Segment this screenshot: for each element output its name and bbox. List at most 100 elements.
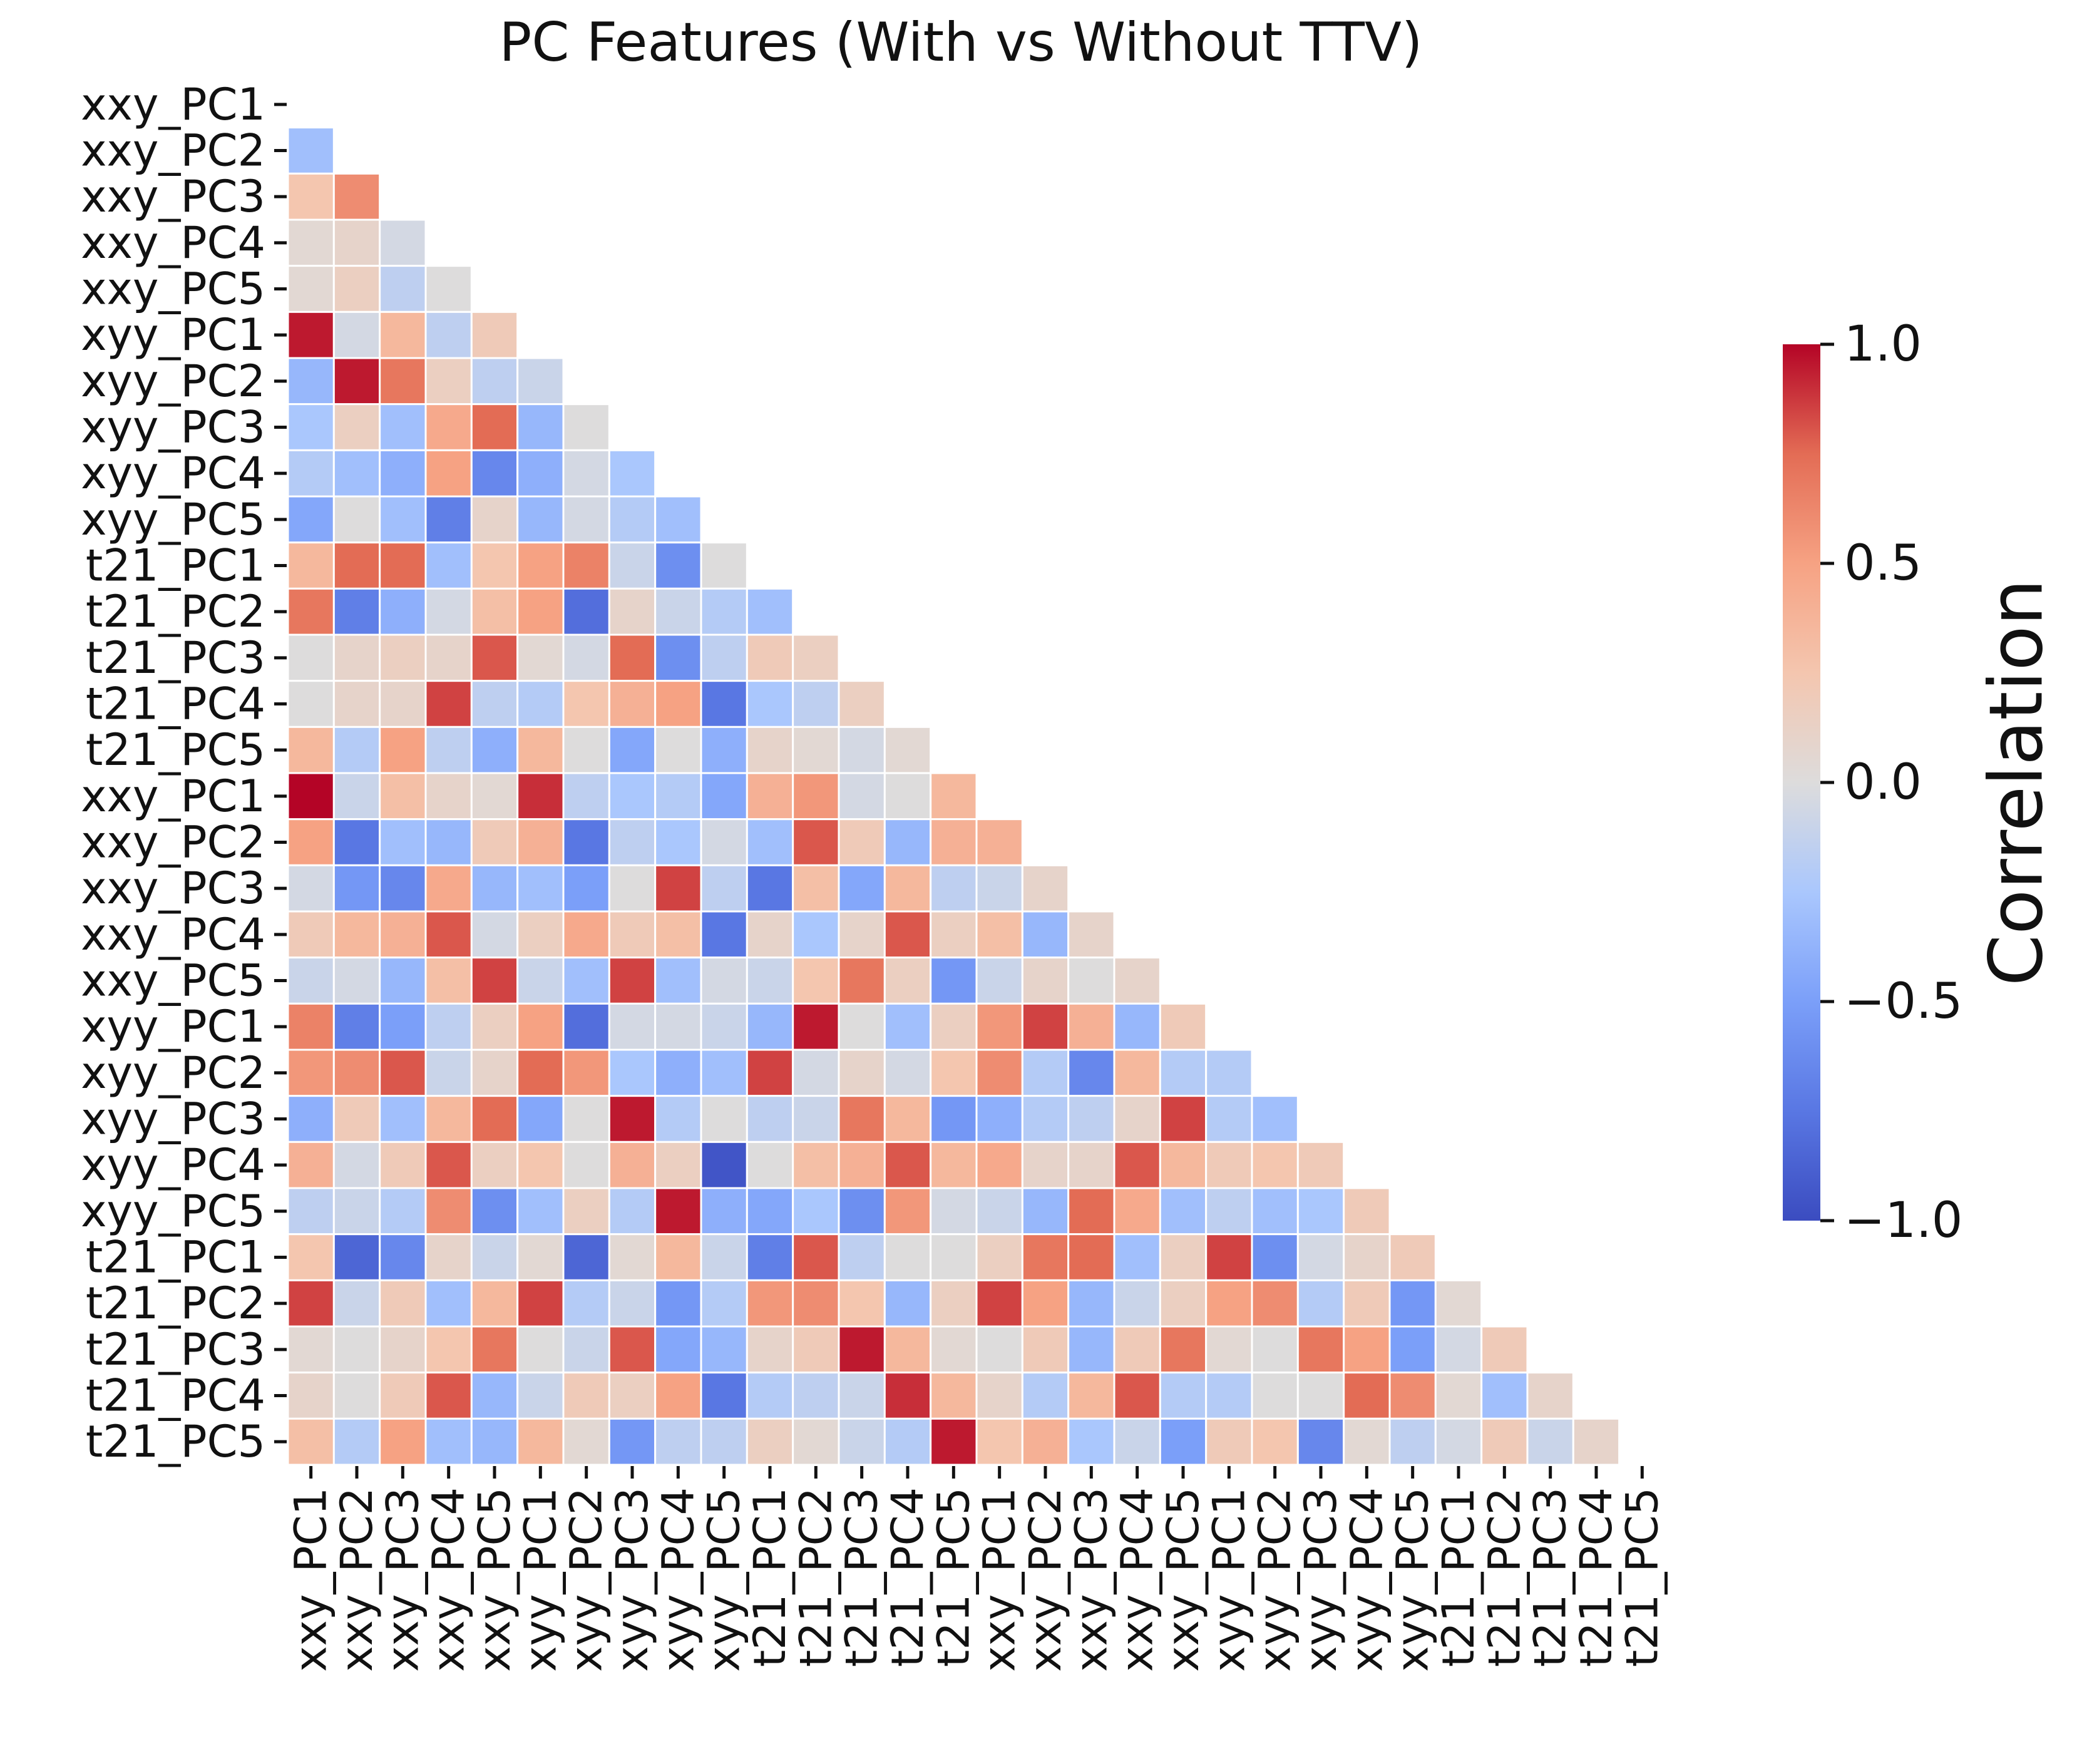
x-tick-label: xxy_PC4 — [1112, 1487, 1163, 1672]
heatmap-cell — [424, 772, 473, 821]
heatmap-cell — [1067, 1002, 1115, 1051]
heatmap-cell — [470, 1141, 519, 1189]
heatmap-cell — [654, 818, 702, 866]
y-tick-label: xxy_PC2 — [81, 817, 265, 868]
heatmap-cell — [608, 1141, 657, 1189]
y-tick-label: t21_PC5 — [86, 1416, 265, 1467]
heatmap-cell — [562, 449, 610, 498]
heatmap-cell — [700, 633, 748, 682]
heatmap-cell — [608, 1049, 657, 1097]
heatmap-cell — [654, 726, 702, 774]
heatmap-cell — [838, 1372, 886, 1420]
heatmap-cell — [332, 1233, 381, 1281]
heatmap-cell — [883, 864, 932, 913]
heatmap-cell — [1021, 1233, 1070, 1281]
heatmap-cell — [1251, 1141, 1299, 1189]
heatmap-cell — [608, 587, 657, 636]
y-tick-label: xyy_PC3 — [81, 1094, 265, 1145]
heatmap-cell — [516, 1233, 565, 1281]
heatmap-cell — [1113, 1187, 1161, 1236]
heatmap-cell — [1159, 1002, 1208, 1051]
heatmap-cell — [883, 1002, 932, 1051]
heatmap-cell — [838, 1141, 886, 1189]
heatmap-cell — [379, 956, 427, 1005]
heatmap-cell — [1205, 1049, 1253, 1097]
heatmap-cell — [562, 956, 610, 1005]
heatmap-cell — [1296, 1233, 1345, 1281]
heatmap-cell — [424, 1049, 473, 1097]
heatmap-cell — [516, 910, 565, 959]
heatmap-cell — [516, 864, 565, 913]
heatmap-cell — [332, 633, 381, 682]
heatmap-cell — [424, 633, 473, 682]
heatmap-cell — [1480, 1325, 1529, 1374]
heatmap-cell — [1159, 1095, 1208, 1143]
heatmap-cell — [1526, 1417, 1574, 1466]
heatmap-cell — [608, 1417, 657, 1466]
heatmap-cell — [332, 1187, 381, 1236]
heatmap-cell — [883, 1417, 932, 1466]
heatmap-cell — [332, 818, 381, 866]
heatmap-cell — [608, 1187, 657, 1236]
heatmap-cell — [1388, 1279, 1437, 1328]
heatmap-cell — [287, 772, 335, 821]
heatmap-cell — [332, 310, 381, 359]
heatmap-cell — [792, 864, 840, 913]
heatmap-cell — [838, 1417, 886, 1466]
heatmap-cell — [654, 956, 702, 1005]
heatmap-cell — [516, 680, 565, 728]
heatmap-cell — [424, 818, 473, 866]
y-tick-label: xyy_PC2 — [81, 356, 265, 407]
heatmap-cell — [700, 772, 748, 821]
heatmap-cell — [332, 1417, 381, 1466]
heatmap-cell — [838, 1095, 886, 1143]
heatmap-cell — [516, 1187, 565, 1236]
heatmap-cell — [424, 265, 473, 313]
heatmap-cell — [332, 218, 381, 267]
heatmap-cell — [470, 1233, 519, 1281]
heatmap-cell — [424, 1187, 473, 1236]
heatmap-cell — [562, 1233, 610, 1281]
heatmap-cell — [700, 1187, 748, 1236]
heatmap-cell — [1205, 1325, 1253, 1374]
heatmap-cell — [332, 680, 381, 728]
heatmap-cell — [470, 403, 519, 451]
heatmap-cell — [287, 403, 335, 451]
heatmap-cell — [1296, 1372, 1345, 1420]
heatmap-cell — [287, 265, 335, 313]
heatmap-cell — [562, 1095, 610, 1143]
heatmap-cell — [975, 1279, 1023, 1328]
x-tick-label: t21_PC4 — [1571, 1487, 1622, 1667]
heatmap-cell — [287, 864, 335, 913]
heatmap-cell — [1021, 1325, 1070, 1374]
heatmap-cell — [654, 772, 702, 821]
heatmap-cell — [424, 1095, 473, 1143]
heatmap-cell — [287, 1417, 335, 1466]
heatmap-cell — [883, 1049, 932, 1097]
heatmap-cell — [516, 449, 565, 498]
heatmap-cell — [287, 1325, 335, 1374]
heatmap-cell — [332, 403, 381, 451]
heatmap-cell — [1205, 1095, 1253, 1143]
heatmap-cell — [470, 1095, 519, 1143]
colorbar-tick-label: 0.0 — [1844, 754, 1922, 811]
heatmap-cell — [516, 403, 565, 451]
heatmap-cell — [516, 1279, 565, 1328]
heatmap-cell — [1388, 1372, 1437, 1420]
heatmap-cell — [838, 864, 886, 913]
heatmap-cell — [379, 218, 427, 267]
heatmap-cell — [1113, 1233, 1161, 1281]
heatmap-cell — [654, 541, 702, 590]
x-tick-label: xyy_PC2 — [561, 1487, 612, 1672]
heatmap-cell — [470, 1187, 519, 1236]
heatmap-cell — [608, 449, 657, 498]
heatmap-cell — [287, 1002, 335, 1051]
heatmap-cell — [883, 726, 932, 774]
heatmap-cell — [883, 1141, 932, 1189]
heatmap-cell — [608, 633, 657, 682]
heatmap-cell — [470, 1372, 519, 1420]
heatmap-cell — [424, 1279, 473, 1328]
heatmap-cell — [608, 818, 657, 866]
heatmap-cell — [379, 1372, 427, 1420]
heatmap-cell — [516, 956, 565, 1005]
